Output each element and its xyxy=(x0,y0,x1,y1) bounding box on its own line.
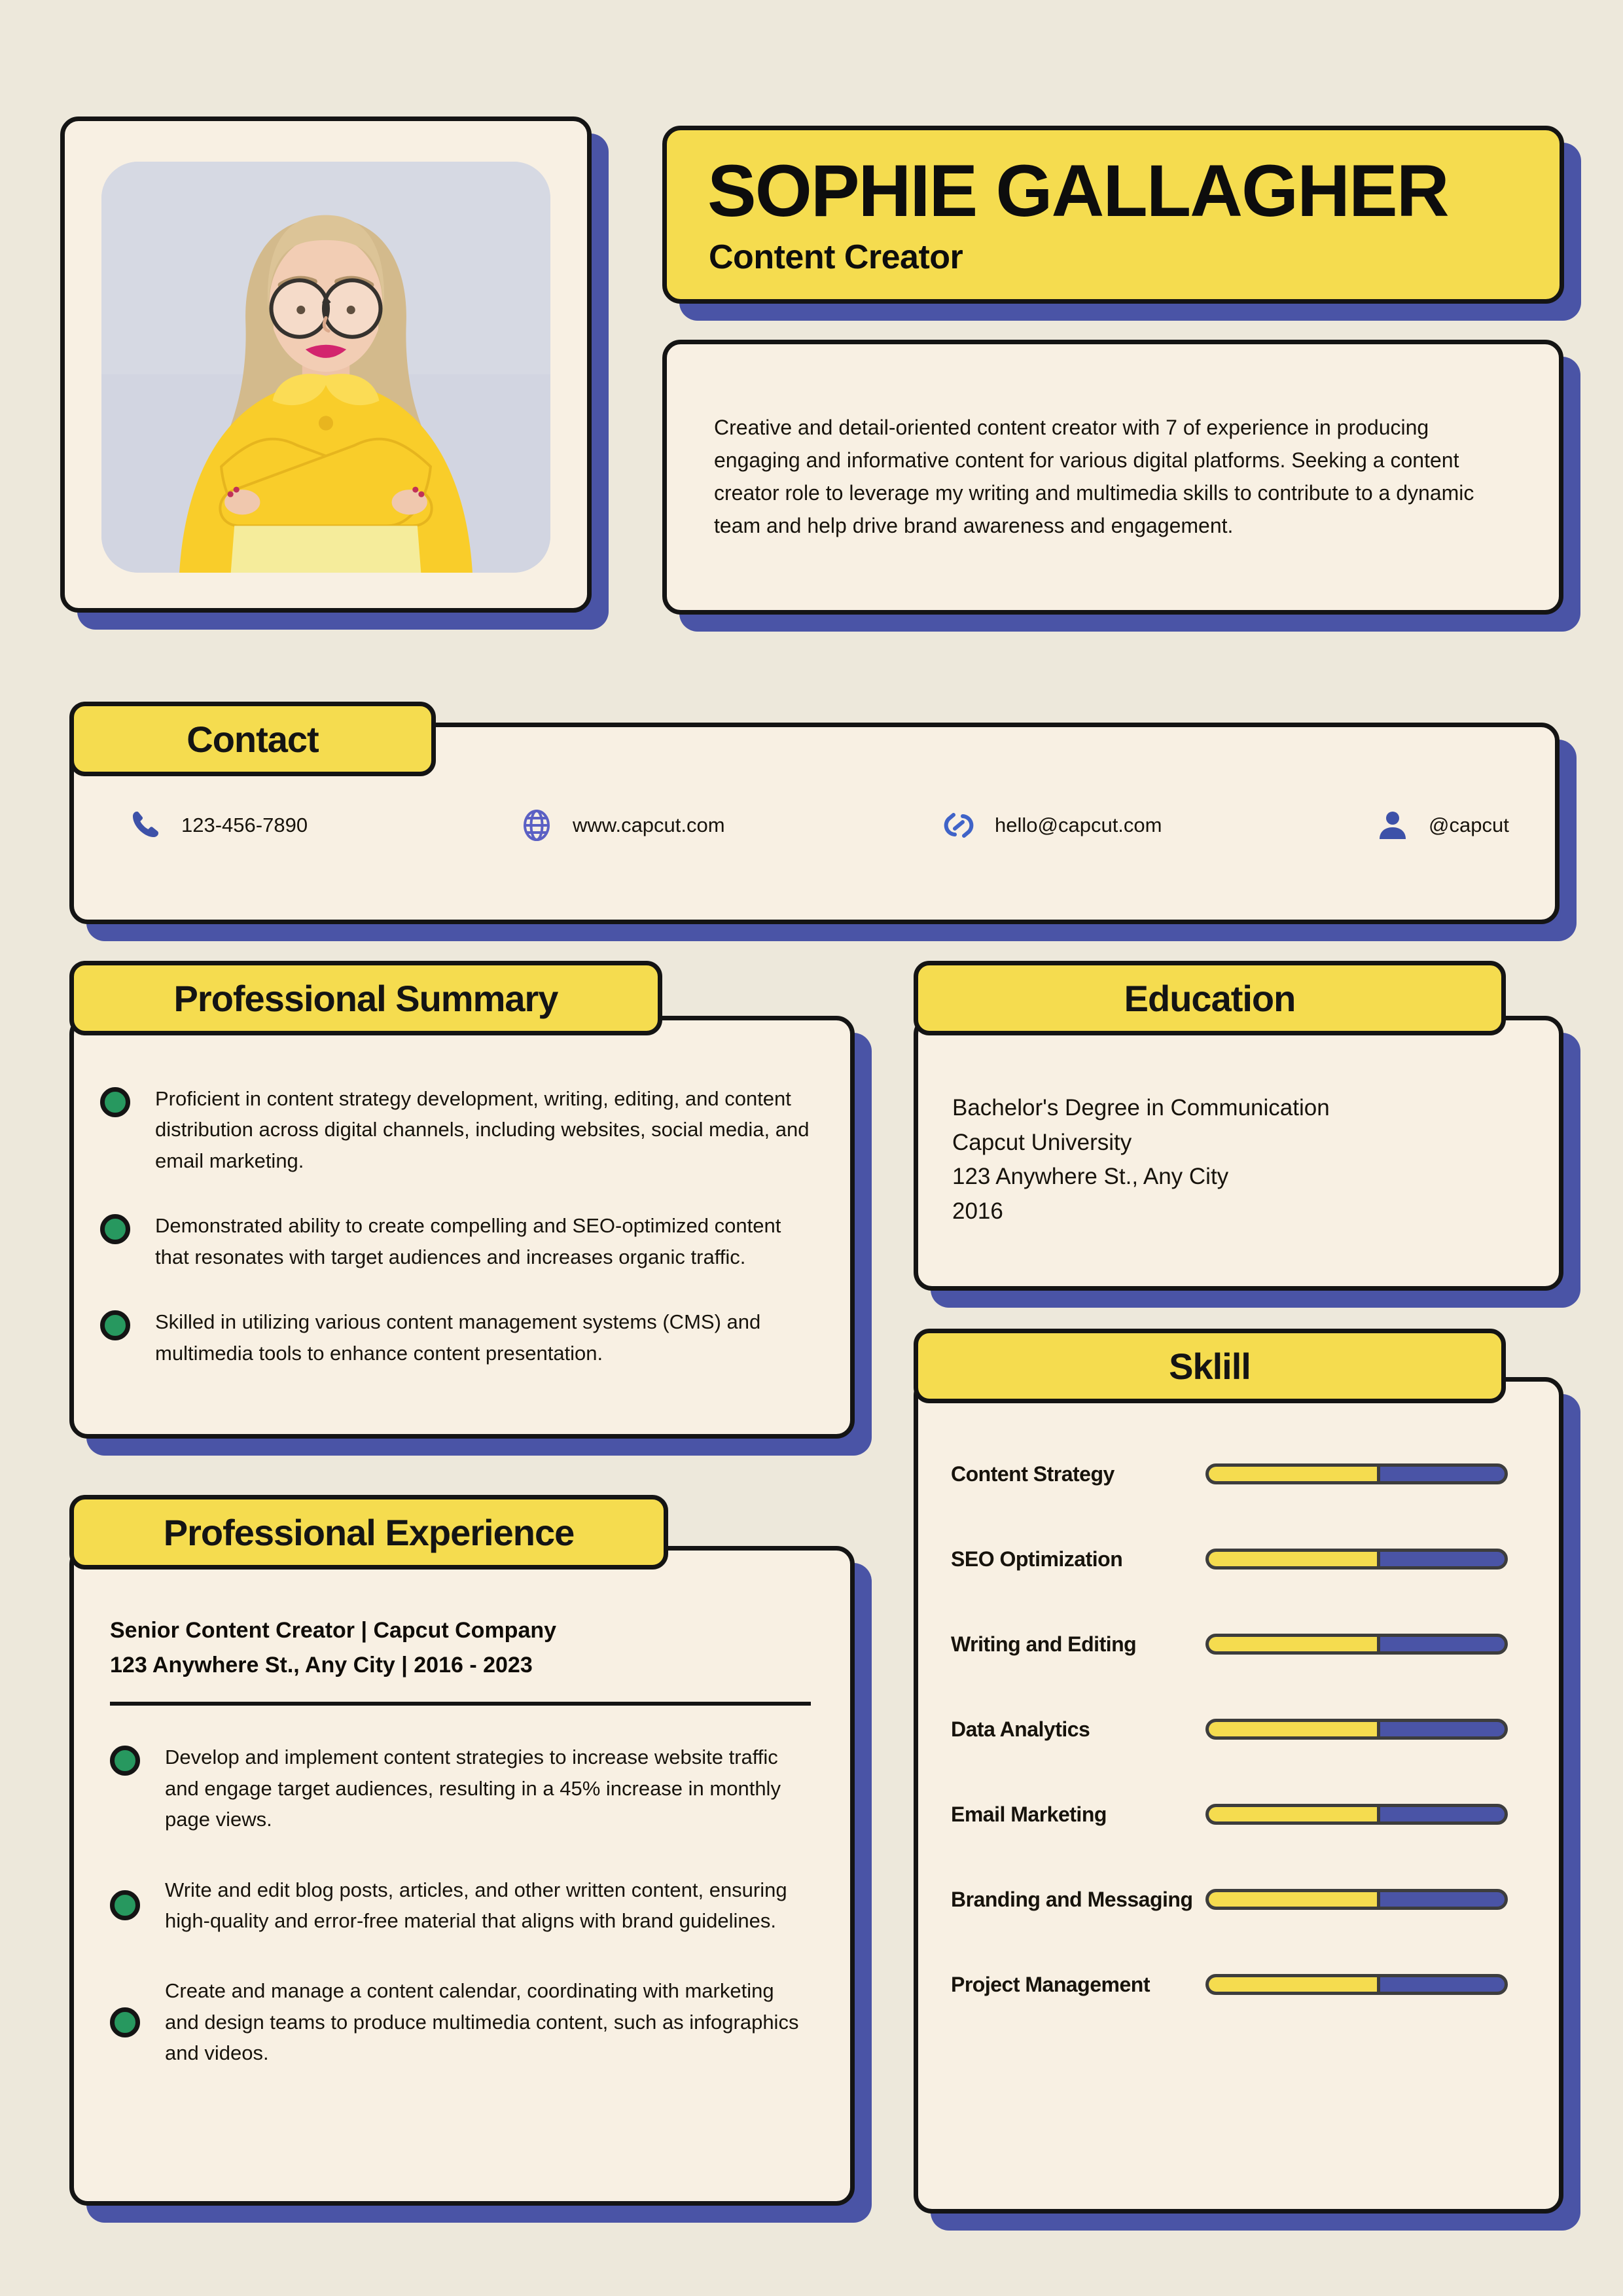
education-tab: Education xyxy=(914,961,1506,1035)
summary-bullet-list: Proficient in content strategy developme… xyxy=(100,1083,814,1369)
skill-bar-fill xyxy=(1209,1637,1381,1651)
skill-bar xyxy=(1205,1889,1508,1910)
bullet-dot-icon xyxy=(100,1214,130,1245)
summary-text: Creative and detail-oriented content cre… xyxy=(714,416,1474,537)
skill-row: Data Analytics xyxy=(951,1717,1508,1741)
phone-icon xyxy=(133,812,158,837)
experience-meta-line: 123 Anywhere St., Any City | 2016 - 2023 xyxy=(110,1652,533,1677)
skill-bar xyxy=(1205,1974,1508,1995)
contact-title: Contact xyxy=(187,718,319,760)
education-school: Capcut University xyxy=(952,1129,1132,1155)
link-icon xyxy=(944,813,974,838)
skills-tab: Sklill xyxy=(914,1329,1506,1403)
contact-item-social: @capcut xyxy=(1375,806,1509,845)
bullet-text: Skilled in utilizing various content man… xyxy=(155,1310,761,1365)
skill-label: Data Analytics xyxy=(951,1717,1090,1741)
skills-title: Sklill xyxy=(1169,1345,1251,1387)
bullet-text: Create and manage a content calendar, co… xyxy=(165,1979,799,2065)
bullet-dot-icon xyxy=(110,1890,140,1921)
skill-row: Writing and Editing xyxy=(951,1632,1508,1656)
skill-label: SEO Optimization xyxy=(951,1547,1123,1571)
job-subtitle: Content Creator xyxy=(709,238,963,276)
skill-bar-fill xyxy=(1209,1807,1381,1821)
skill-bar-fill xyxy=(1209,1892,1381,1907)
skill-label: Writing and Editing xyxy=(951,1632,1137,1656)
experience-tab: Professional Experience xyxy=(69,1495,668,1570)
bullet-dot-icon xyxy=(100,1310,130,1341)
list-item: Proficient in content strategy developme… xyxy=(100,1083,814,1176)
experience-title: Professional Experience xyxy=(163,1511,575,1553)
list-item: Demonstrated ability to create compellin… xyxy=(100,1210,814,1272)
bullet-text: Proficient in content strategy developme… xyxy=(155,1087,810,1172)
skill-bar-fill xyxy=(1209,1977,1381,1992)
skill-bar xyxy=(1205,1634,1508,1655)
skill-bar-fill xyxy=(1209,1467,1381,1481)
contact-social-label: @capcut xyxy=(1429,814,1509,836)
list-item: Skilled in utilizing various content man… xyxy=(100,1306,814,1369)
education-title: Education xyxy=(1124,977,1296,1019)
contact-item-phone: 123-456-7890 xyxy=(128,806,308,845)
professional-summary-panel: Proficient in content strategy developme… xyxy=(69,1016,855,1439)
skill-bar xyxy=(1205,1719,1508,1740)
skill-label: Email Marketing xyxy=(951,1802,1107,1826)
experience-panel: Senior Content Creator | Capcut Company … xyxy=(69,1546,855,2206)
person-icon xyxy=(1380,812,1406,839)
skill-bar-fill xyxy=(1209,1552,1381,1566)
skill-row: Email Marketing xyxy=(951,1802,1508,1826)
contact-phone-label: 123-456-7890 xyxy=(181,814,308,836)
skill-bar xyxy=(1205,1549,1508,1570)
bullet-text: Demonstrated ability to create compellin… xyxy=(155,1214,781,1268)
skill-label: Branding and Messaging xyxy=(951,1887,1193,1911)
summary-card: Creative and detail-oriented content cre… xyxy=(662,340,1563,615)
profile-photo xyxy=(101,162,550,573)
contact-items-row: 123-456-7890 www.capcut.com xyxy=(74,806,1555,845)
skill-row: Branding and Messaging xyxy=(951,1887,1508,1911)
skill-row: SEO Optimization xyxy=(951,1547,1508,1571)
contact-website-label: www.capcut.com xyxy=(573,814,725,836)
page-title: SOPHIE GALLAGHER xyxy=(707,150,1450,232)
contact-item-email: hello@capcut.com xyxy=(941,806,1162,845)
professional-summary-title: Professional Summary xyxy=(173,977,559,1019)
list-item: Develop and implement content strategies… xyxy=(110,1742,811,1835)
skills-panel: Content Strategy SEO Optimization Writin… xyxy=(914,1377,1563,2214)
skill-label: Project Management xyxy=(951,1972,1150,1996)
header-card: SOPHIE GALLAGHER Content Creator xyxy=(662,126,1564,304)
professional-summary-tab: Professional Summary xyxy=(69,961,662,1035)
bullet-dot-icon xyxy=(110,1746,140,1776)
profile-photo-illustration xyxy=(101,162,550,573)
skill-row: Project Management xyxy=(951,1973,1508,1996)
bullet-dot-icon xyxy=(110,2007,140,2037)
skill-row: Content Strategy xyxy=(951,1462,1508,1486)
education-panel: Bachelor's Degree in Communication Capcu… xyxy=(914,1016,1563,1291)
bullet-text: Develop and implement content strategies… xyxy=(165,1746,781,1831)
skill-bar-fill xyxy=(1209,1722,1381,1736)
experience-role-line: Senior Content Creator | Capcut Company xyxy=(110,1618,557,1643)
globe-icon xyxy=(524,810,550,841)
bullet-text: Write and edit blog posts, articles, and… xyxy=(165,1878,787,1933)
divider xyxy=(110,1702,811,1706)
education-degree: Bachelor's Degree in Communication xyxy=(952,1095,1330,1121)
contact-email-label: hello@capcut.com xyxy=(995,814,1162,836)
contact-tab: Contact xyxy=(69,702,436,776)
skill-bar xyxy=(1205,1463,1508,1484)
experience-bullet-list: Develop and implement content strategies… xyxy=(110,1742,811,2068)
contact-item-website: www.capcut.com xyxy=(519,806,725,845)
skill-label: Content Strategy xyxy=(951,1462,1115,1486)
list-item: Write and edit blog posts, articles, and… xyxy=(110,1874,811,1937)
photo-card xyxy=(60,117,592,613)
list-item: Create and manage a content calendar, co… xyxy=(110,1975,811,2068)
education-year: 2016 xyxy=(952,1198,1003,1224)
skill-bar xyxy=(1205,1804,1508,1825)
education-address: 123 Anywhere St., Any City xyxy=(952,1164,1229,1189)
bullet-dot-icon xyxy=(100,1087,130,1117)
